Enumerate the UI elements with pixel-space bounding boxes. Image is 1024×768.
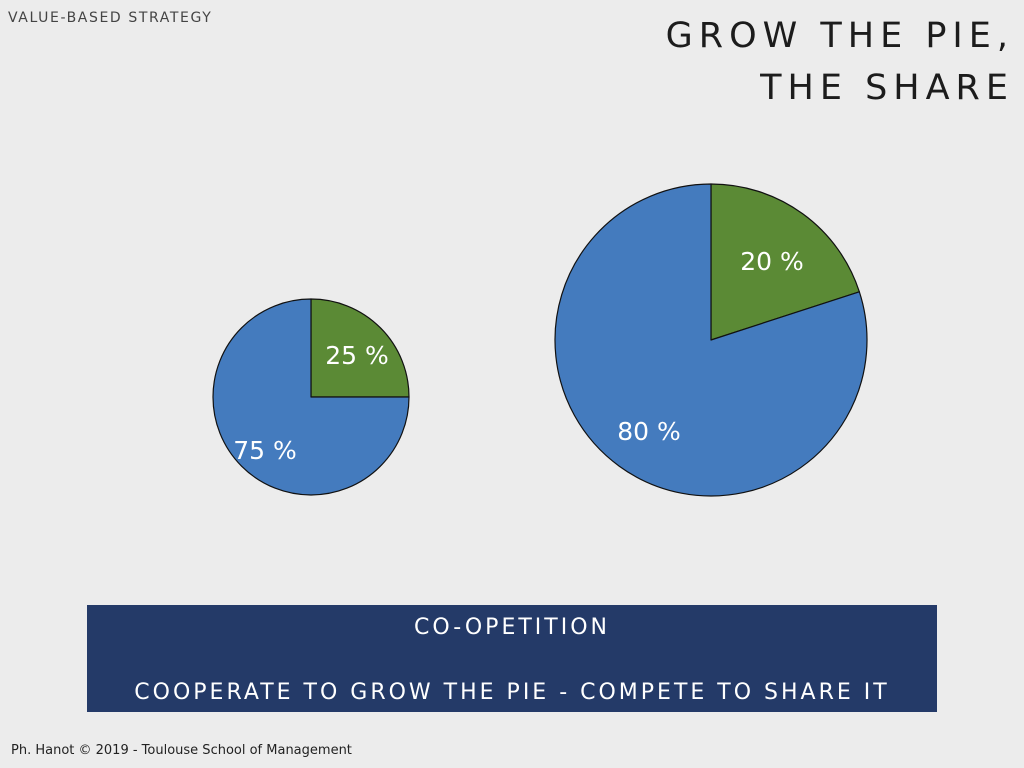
footer-credit: Ph. Hanot © 2019 - Toulouse School of Ma… — [11, 743, 352, 758]
pie-1-slice-0 — [710, 183, 860, 341]
small-pie-chart: 25 % 75 % — [212, 298, 410, 496]
pie-1-slice-1 — [554, 183, 868, 497]
pie-1-slice-1-label: 80 % — [617, 417, 681, 446]
banner-subtitle: COOPERATE TO GROW THE PIE - COMPETE TO S… — [134, 680, 890, 705]
pie-0-slice-1-label: 75 % — [233, 436, 297, 465]
pie-0-slice-0 — [310, 298, 410, 398]
slide-title-line-2: THE SHARE — [760, 68, 1014, 108]
pie-charts: 25 % 75 % 20 % 80 % — [212, 183, 868, 497]
large-pie-chart: 20 % 80 % — [554, 183, 868, 497]
slide-title-line-1: GROW THE PIE, — [665, 16, 1014, 56]
section-label: VALUE-BASED STRATEGY — [8, 10, 213, 26]
pie-1-slice-0-label: 20 % — [740, 247, 804, 276]
slide-title: GROW THE PIE, THE SHARE — [666, 10, 1014, 114]
pie-0-slice-0-label: 25 % — [325, 341, 389, 370]
co-opetition-banner: CO-OPETITION COOPERATE TO GROW THE PIE -… — [87, 605, 937, 712]
pie-0-slice-1 — [212, 298, 410, 496]
banner-title: CO-OPETITION — [414, 615, 610, 640]
